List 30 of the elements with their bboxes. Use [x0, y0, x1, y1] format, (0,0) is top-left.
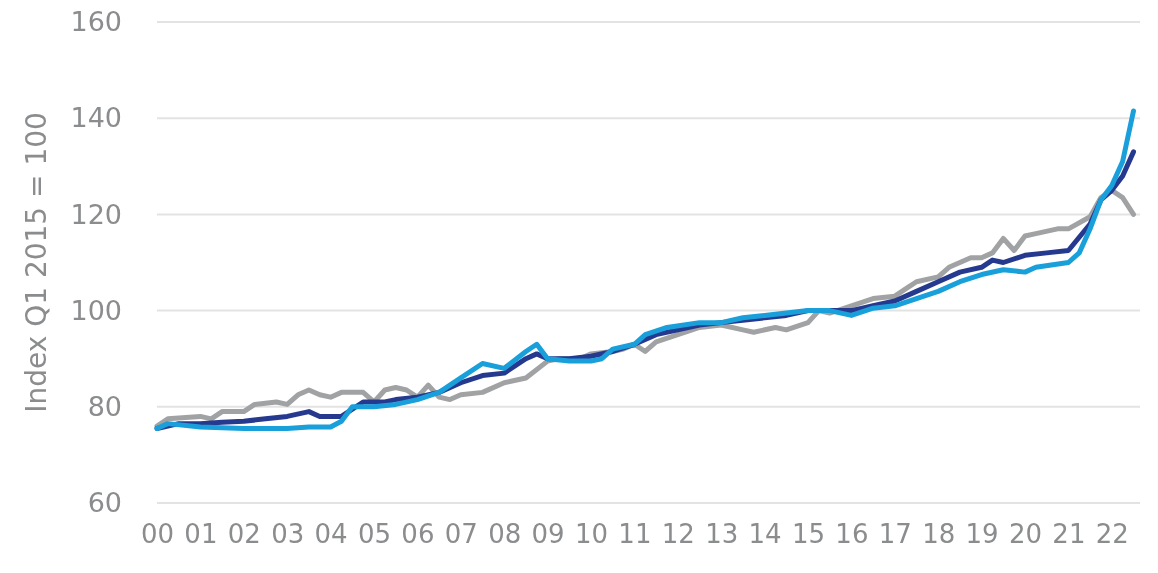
y-tick-label: 60 — [87, 487, 122, 519]
x-tick-label: 08 — [488, 519, 522, 550]
x-tick-label: 20 — [1008, 519, 1043, 550]
x-tick-label: 06 — [401, 519, 435, 550]
x-tick-label: 11 — [618, 519, 652, 550]
x-tick-label: 03 — [271, 519, 305, 550]
x-tick-label: 13 — [705, 519, 739, 550]
x-tick-label: 16 — [835, 519, 869, 550]
y-tick-label: 160 — [70, 6, 122, 38]
x-tick-label: 22 — [1095, 519, 1129, 550]
x-tick-label: 18 — [922, 519, 956, 550]
x-tick-label: 04 — [314, 519, 348, 550]
x-tick-label: 00 — [140, 519, 175, 550]
y-tick-label: 120 — [70, 198, 122, 230]
x-tick-label: 12 — [661, 519, 695, 550]
x-tick-label: 05 — [357, 519, 392, 550]
x-tick-label: 10 — [574, 519, 609, 550]
y-axis-title: Index Q1 2015 = 100 — [20, 112, 53, 413]
x-tick-label: 19 — [965, 519, 999, 550]
y-tick-label: 100 — [70, 294, 122, 326]
x-tick-label: 07 — [444, 519, 478, 550]
x-tick-label: 01 — [184, 519, 218, 550]
x-tick-label: 17 — [878, 519, 912, 550]
x-tick-label: 15 — [791, 519, 826, 550]
x-tick-label: 09 — [531, 519, 565, 550]
x-tick-label: 21 — [1052, 519, 1086, 550]
y-tick-label: 80 — [87, 390, 122, 422]
x-tick-label: 02 — [227, 519, 261, 550]
x-tick-label: 14 — [748, 519, 782, 550]
y-tick-label: 140 — [70, 102, 122, 134]
